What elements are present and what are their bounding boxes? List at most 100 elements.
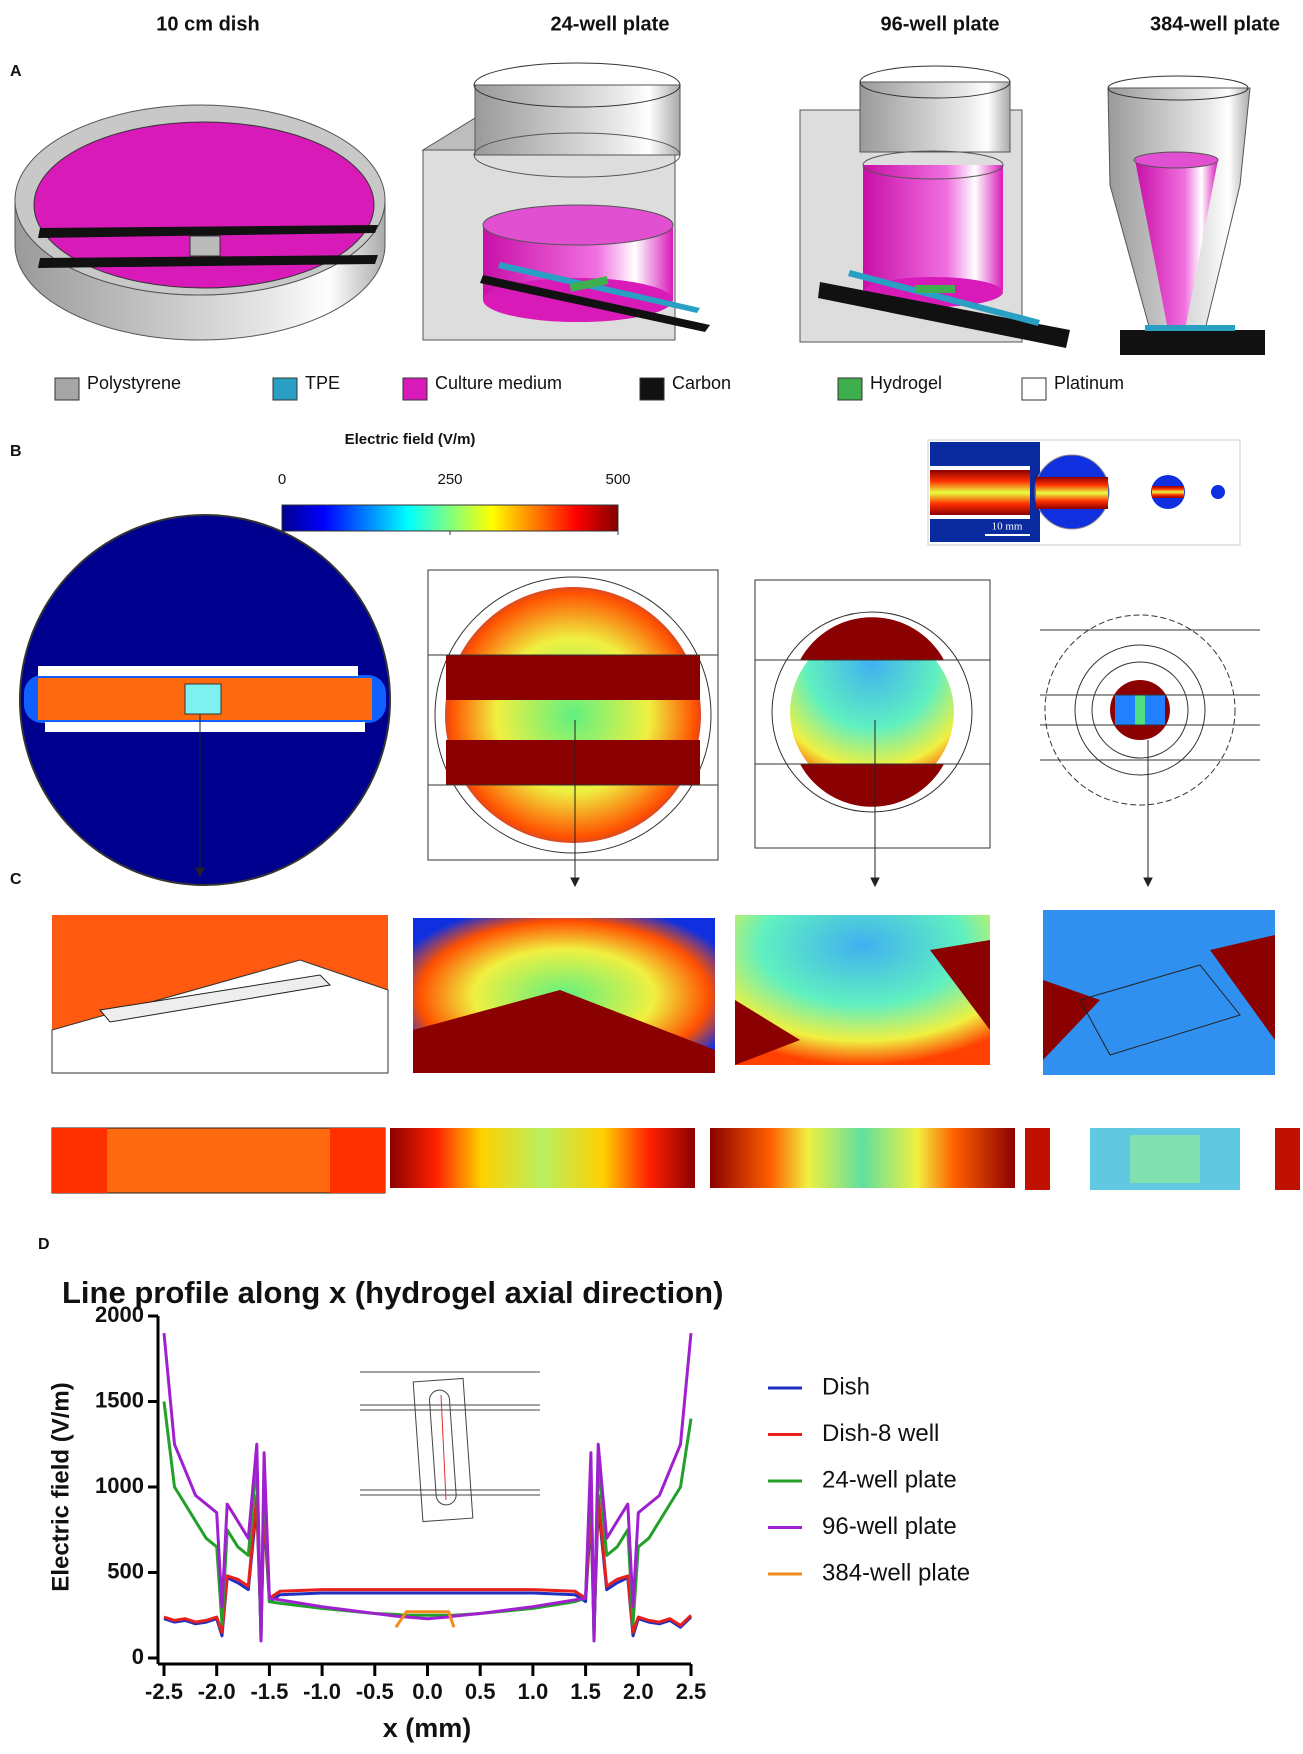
colorbar-label: Electric field (V/m) (345, 431, 476, 448)
column-title: 96-well plate (881, 13, 1000, 35)
legend-swatch (640, 378, 664, 400)
96-well-model-part (915, 285, 955, 293)
strip-views-part (1275, 1128, 1300, 1190)
inset-schematic (360, 1372, 540, 1522)
dish-field-part (38, 666, 358, 676)
column-title: 10 cm dish (156, 13, 259, 35)
24-well-model-part (483, 205, 673, 245)
scale-inset-part (1152, 486, 1184, 498)
dish-model-part (190, 236, 220, 256)
y-tick-label: 2000 (95, 1302, 144, 1327)
legend-label: Platinum (1054, 373, 1124, 393)
legend-label: Polystyrene (87, 373, 181, 393)
strip-views (52, 1128, 1300, 1193)
scale-inset: 10 mm (928, 440, 1240, 545)
panel-label: D (38, 1236, 50, 1253)
y-tick-label: 1500 (95, 1387, 144, 1412)
panel-label: C (10, 871, 22, 888)
legend-label: 24-well plate (822, 1466, 957, 1493)
legend-label: 384-well plate (822, 1559, 970, 1586)
x-tick-label: -0.5 (356, 1679, 394, 1704)
panel-label: A (10, 63, 22, 80)
legend-label: Carbon (672, 373, 731, 393)
dish-model (15, 105, 385, 340)
plot: 0 500 1000 1500 2000 -2.5 -2.0 -1.5 -1.0 -0.5 0.0 0… (95, 1302, 970, 1704)
384-well-field (1040, 615, 1260, 805)
x-tick-label: 2.5 (676, 1679, 707, 1704)
scale-inset-part (930, 466, 1030, 470)
24-well-model-part (475, 85, 680, 155)
384-well-model (1108, 76, 1265, 355)
body: {"columns":["10 cm dish","24-well plate"… (0, 0, 1303, 1754)
96-well-model-part (863, 165, 1003, 290)
scale-inset-part (930, 515, 1030, 519)
24-well-model (423, 63, 710, 340)
96-well-field (755, 580, 990, 848)
figure: 10 cm dish 24-well plate 96-well plate 3… (0, 0, 1303, 1754)
chart-title: Line profile along x (hydrogel axial dir… (62, 1275, 723, 1310)
arrows-part (571, 878, 579, 886)
legend-label: 96-well plate (822, 1513, 957, 1540)
24-well-field (428, 570, 718, 860)
24-well-field-part (446, 655, 700, 700)
strip-views-part (52, 1128, 107, 1193)
arrows-part (1144, 878, 1152, 886)
inset-schematic-part (413, 1378, 473, 1521)
x-tick-label: 0.5 (465, 1679, 496, 1704)
legend-label: Dish (822, 1373, 870, 1400)
legend-label: Dish-8 well (822, 1420, 939, 1447)
96-well-model-part (860, 82, 1010, 152)
y-tick-label: 0 (132, 1644, 144, 1669)
y-tick-label: 1000 (95, 1473, 144, 1498)
y-tick-label: 500 (107, 1558, 144, 1583)
24-well-field-part (445, 587, 701, 843)
dish-field-part (185, 684, 221, 714)
x-tick-label: 1.5 (570, 1679, 601, 1704)
x-tick-label: -2.5 (145, 1679, 183, 1704)
colorbar-tick-label: 0 (278, 471, 286, 488)
inset-schematic-part (429, 1389, 457, 1505)
panel-label: B (10, 443, 22, 460)
scale-inset-part (1036, 477, 1108, 509)
strip-views-part (1130, 1135, 1200, 1183)
colorbar-tick-label: 500 (605, 471, 630, 488)
scale-bar-label: 10 mm (992, 521, 1023, 533)
legend-label: TPE (305, 373, 340, 393)
x-tick-label: -1.5 (250, 1679, 288, 1704)
strip-views-part (390, 1128, 695, 1188)
legend-swatch (273, 378, 297, 400)
page: Electric field simulation figure html,bo… (0, 0, 1303, 1754)
y-axis-label: Electric field (V/m) (47, 1382, 74, 1591)
colorbar (282, 505, 618, 531)
material-legend: Polystyrene TPE Culture medium Carbon Hydrog… (55, 373, 1124, 400)
legend-swatch (55, 378, 79, 400)
x-tick-label: 0.0 (412, 1679, 443, 1704)
strip-views-part (710, 1128, 1015, 1188)
384-well-model-part (1134, 152, 1218, 168)
dish-field-part (45, 722, 365, 732)
384-well-model-part (1145, 325, 1235, 331)
strip-views-part (1025, 1128, 1050, 1190)
scale-inset-part (1211, 485, 1225, 499)
detail-views (52, 910, 1275, 1075)
x-tick-label: -1.0 (303, 1679, 341, 1704)
arrows-part (871, 878, 879, 886)
column-title: 384-well plate (1150, 13, 1280, 35)
dish-field (20, 515, 390, 885)
384-well-field-part (1135, 695, 1145, 725)
series-line (164, 1333, 691, 1641)
legend-swatch (403, 378, 427, 400)
strip-views-part (330, 1128, 385, 1193)
x-axis-label: x (mm) (383, 1713, 472, 1743)
legend-label: Culture medium (435, 373, 562, 393)
24-well-field-part (446, 740, 700, 785)
x-tick-label: 2.0 (623, 1679, 654, 1704)
96-well-model (800, 66, 1070, 348)
x-tick-label: -2.0 (198, 1679, 236, 1704)
384-well-model-part (1120, 330, 1265, 355)
colorbar-tick-label: 250 (437, 471, 462, 488)
scale-inset-part (930, 470, 1030, 515)
column-title: 24-well plate (551, 13, 670, 35)
legend-label: Hydrogel (870, 373, 942, 393)
x-tick-label: 1.0 (518, 1679, 549, 1704)
